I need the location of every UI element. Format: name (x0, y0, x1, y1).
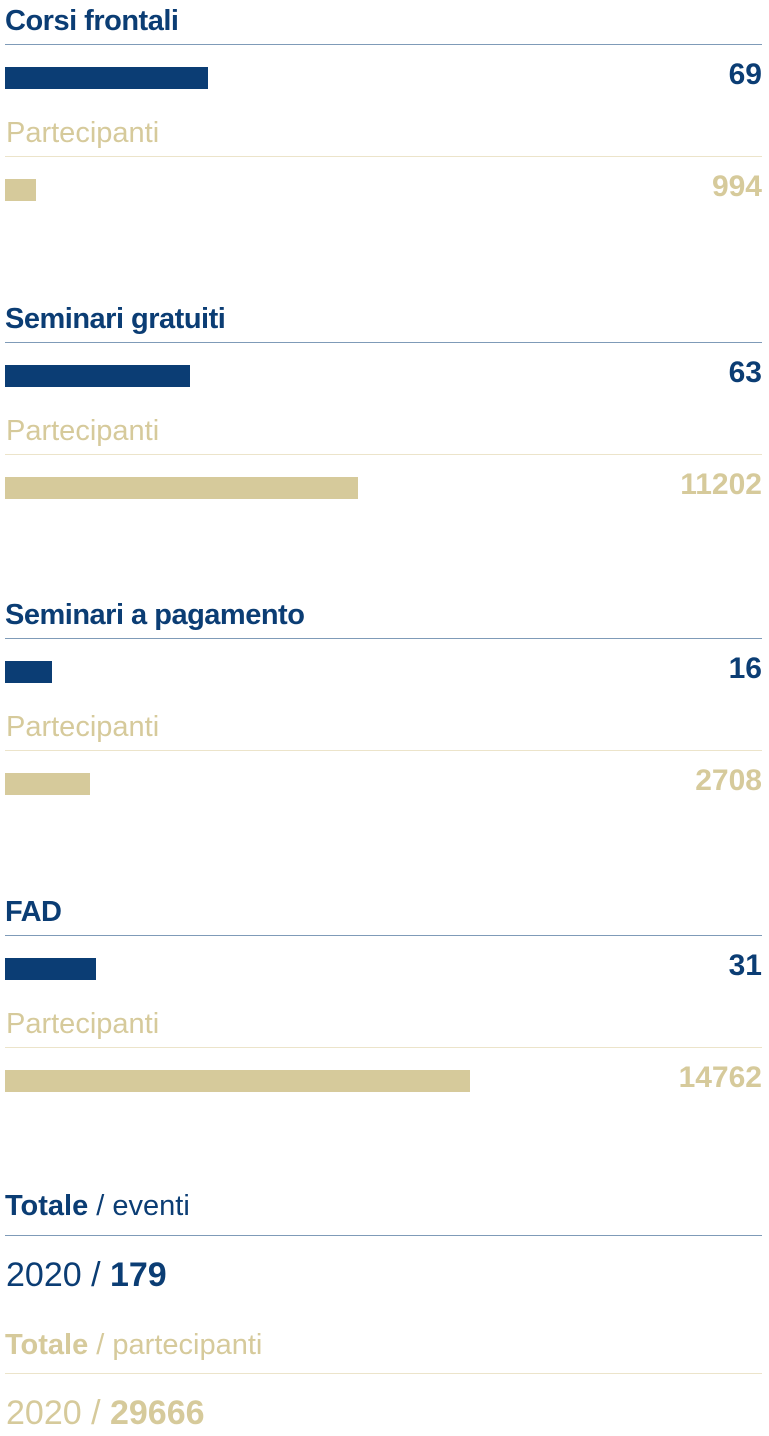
seminari-a-pagamento-participants-bar (5, 773, 90, 795)
total-events-value: 179 (109, 1256, 167, 1294)
seminari-gratuiti-participants-value: 11202 (680, 468, 762, 501)
total-participants-value: 29666 (109, 1394, 205, 1432)
total-participants-label-rest: / partecipanti (88, 1329, 263, 1361)
fad-title: FAD (5, 896, 62, 928)
seminari-gratuiti-participants-label: Partecipanti (6, 415, 160, 447)
total-events-divider (5, 1235, 762, 1236)
seminari-gratuiti-events-value: 63 (728, 356, 762, 389)
total-participants-divider (5, 1373, 762, 1374)
fad-participants-value: 14762 (678, 1061, 762, 1094)
total-participants-value-line: 2020 / 29666 (6, 1394, 205, 1433)
total-events-year: 2020 (6, 1256, 82, 1294)
fad-participants-divider (5, 1047, 762, 1048)
total-participants-separator: / (81, 1394, 110, 1432)
seminari-a-pagamento-title: Seminari a pagamento (5, 599, 305, 631)
corsi-frontali-title: Corsi frontali (5, 5, 179, 37)
corsi-frontali-participants-label: Partecipanti (6, 117, 160, 149)
seminari-gratuiti-participants-bar (5, 477, 358, 499)
seminari-a-pagamento-events-value: 16 (728, 652, 762, 685)
seminari-gratuiti-title: Seminari gratuiti (5, 303, 226, 335)
total-participants-label: Totale / partecipanti (5, 1329, 262, 1362)
total-events-separator: / (81, 1256, 110, 1294)
total-events-label: Totale / eventi (5, 1190, 190, 1223)
fad-events-value: 31 (728, 949, 762, 982)
fad-title-divider (5, 935, 762, 936)
seminari-gratuiti-participants-divider (5, 454, 762, 455)
corsi-frontali-events-value: 69 (728, 58, 762, 91)
seminari-a-pagamento-participants-divider (5, 750, 762, 751)
total-events-label-bold: Totale (5, 1190, 89, 1222)
corsi-frontali-participants-bar (5, 179, 36, 201)
total-events-label-rest: / eventi (88, 1190, 190, 1222)
corsi-frontali-participants-divider (5, 156, 762, 157)
seminari-a-pagamento-title-divider (5, 638, 762, 639)
corsi-frontali-title-divider (5, 44, 762, 45)
corsi-frontali-participants-value: 994 (711, 170, 762, 203)
seminari-a-pagamento-participants-label: Partecipanti (6, 711, 160, 743)
corsi-frontali-events-bar (5, 67, 208, 89)
fad-participants-label: Partecipanti (6, 1008, 160, 1040)
total-participants-year: 2020 (6, 1394, 82, 1432)
total-participants-label-bold: Totale (5, 1329, 89, 1361)
seminari-gratuiti-title-divider (5, 342, 762, 343)
seminari-a-pagamento-participants-value: 2708 (695, 764, 762, 797)
seminari-a-pagamento-events-bar (5, 661, 52, 683)
fad-events-bar (5, 958, 96, 980)
fad-participants-bar (5, 1070, 470, 1092)
total-events-value-line: 2020 / 179 (6, 1256, 167, 1295)
seminari-gratuiti-events-bar (5, 365, 190, 387)
